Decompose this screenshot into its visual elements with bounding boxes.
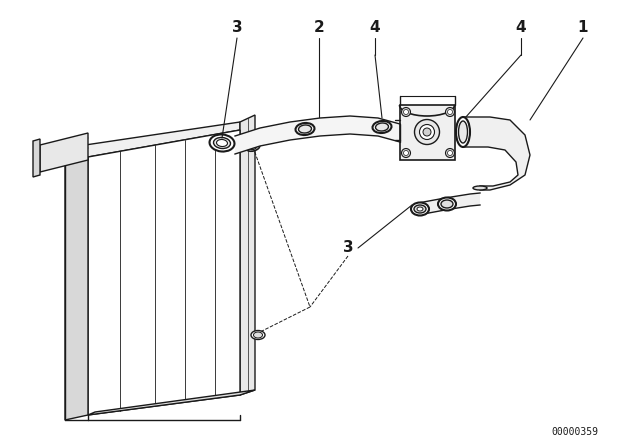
- Ellipse shape: [419, 125, 435, 139]
- Ellipse shape: [376, 123, 388, 131]
- Polygon shape: [65, 122, 240, 157]
- Ellipse shape: [473, 186, 487, 190]
- Ellipse shape: [441, 200, 453, 208]
- Polygon shape: [40, 133, 88, 172]
- Ellipse shape: [423, 128, 431, 136]
- Polygon shape: [240, 115, 255, 395]
- Polygon shape: [33, 139, 40, 177]
- Ellipse shape: [445, 148, 454, 158]
- Ellipse shape: [445, 108, 454, 116]
- Text: 3: 3: [232, 21, 243, 35]
- Ellipse shape: [372, 121, 392, 133]
- Polygon shape: [235, 116, 400, 154]
- Ellipse shape: [401, 148, 410, 158]
- Ellipse shape: [456, 117, 470, 147]
- Ellipse shape: [296, 123, 314, 135]
- Ellipse shape: [414, 205, 426, 213]
- Text: 2: 2: [314, 21, 324, 35]
- Ellipse shape: [209, 134, 234, 151]
- Ellipse shape: [403, 151, 408, 155]
- Ellipse shape: [447, 109, 452, 115]
- Polygon shape: [463, 117, 530, 190]
- Ellipse shape: [214, 138, 230, 149]
- Polygon shape: [418, 193, 480, 215]
- Ellipse shape: [438, 198, 456, 211]
- Ellipse shape: [249, 144, 257, 150]
- Ellipse shape: [251, 331, 265, 340]
- Text: 4: 4: [516, 21, 526, 35]
- Ellipse shape: [458, 121, 467, 143]
- Polygon shape: [88, 130, 240, 415]
- Polygon shape: [88, 390, 255, 415]
- Ellipse shape: [417, 207, 423, 211]
- Ellipse shape: [403, 109, 408, 115]
- Text: 00000359: 00000359: [552, 427, 598, 437]
- Ellipse shape: [253, 332, 262, 338]
- Ellipse shape: [447, 151, 452, 155]
- Ellipse shape: [401, 108, 410, 116]
- Ellipse shape: [246, 143, 260, 151]
- Text: 3: 3: [342, 241, 353, 255]
- Text: 4: 4: [370, 21, 380, 35]
- Ellipse shape: [415, 120, 440, 145]
- Polygon shape: [65, 148, 88, 420]
- Ellipse shape: [298, 125, 312, 133]
- Ellipse shape: [216, 139, 227, 146]
- Polygon shape: [400, 105, 455, 160]
- Text: 1: 1: [578, 21, 588, 35]
- Ellipse shape: [411, 202, 429, 215]
